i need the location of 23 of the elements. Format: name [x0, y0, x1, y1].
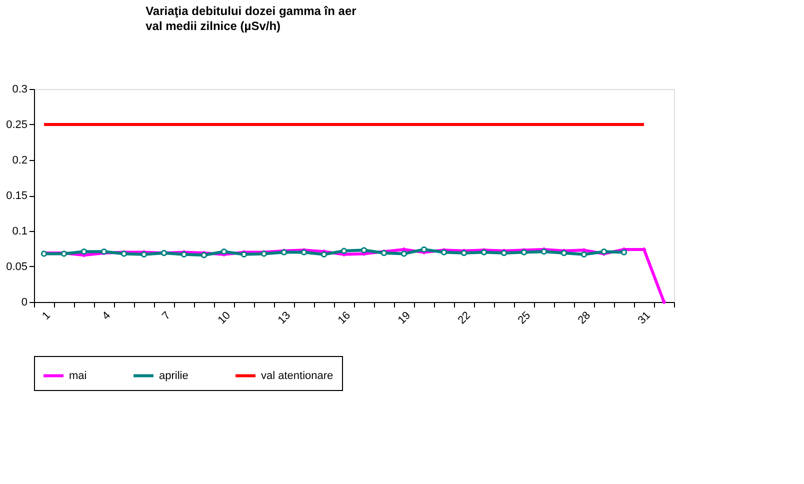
x-tick-label: 22	[456, 310, 473, 327]
x-tick-label: 19	[396, 310, 413, 327]
x-tick-label: 1	[40, 310, 53, 322]
legend-label: aprilie	[159, 370, 188, 382]
y-tick-label: 0	[21, 296, 28, 308]
x-tick-label: 16	[336, 310, 353, 327]
y-tick-label: 0.3	[12, 84, 28, 96]
y-tick-label: 0.1	[12, 226, 28, 238]
x-tick-label: 7	[160, 310, 173, 322]
legend-label: mai	[69, 370, 87, 382]
x-tick-label: 13	[276, 310, 293, 327]
y-tick-label: 0.2	[12, 154, 28, 166]
x-tick-label: 4	[100, 310, 113, 322]
y-tick-label: 0.15	[6, 190, 28, 202]
x-tick-label: 10	[216, 310, 233, 327]
x-tick-label: 28	[576, 310, 593, 327]
y-tick-label: 0.05	[6, 261, 28, 273]
chart-subtitle: val medii zilnice (µSv/h)	[146, 19, 281, 33]
x-tick-label: 31	[636, 310, 653, 327]
x-tick-label: 25	[516, 310, 533, 327]
legend-label: val atentionare	[261, 370, 334, 382]
chart-title: Variaţia debitului dozei gamma în aer	[146, 4, 357, 18]
y-tick-label: 0.25	[6, 119, 28, 131]
